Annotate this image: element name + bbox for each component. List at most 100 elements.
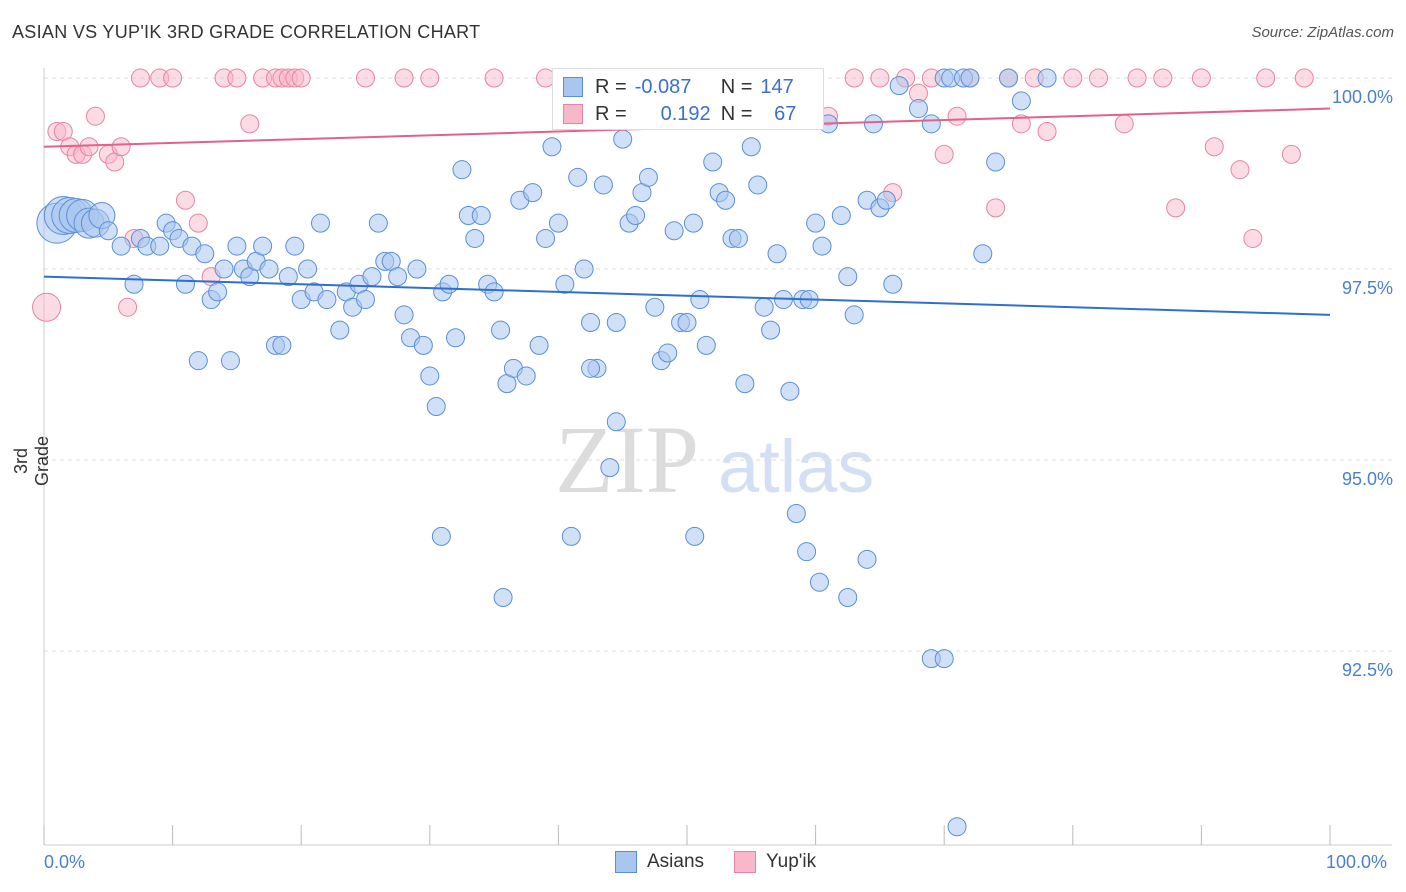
asian-point-119 (844, 305, 864, 325)
asian-point-64 (484, 282, 504, 302)
asian-point-139 (685, 526, 705, 546)
asian-point-23 (214, 259, 234, 279)
asians-legend-swatch (615, 851, 637, 873)
legend-item-asians[interactable]: Asians (615, 851, 704, 873)
asian-point-32 (272, 335, 292, 355)
yupik-legend-label: Yup'ik (766, 851, 817, 872)
asian-point-79 (581, 312, 601, 332)
asian-point-86 (626, 206, 646, 226)
y-tick-97-5: 97.5% (1341, 278, 1393, 298)
yupik-point-65 (1256, 68, 1276, 88)
asian-point-124 (883, 274, 903, 294)
watermark: ZIP atlas (555, 406, 874, 513)
asian-point-137 (431, 526, 451, 546)
yupik-point-21 (240, 114, 260, 134)
asian-point-147 (581, 358, 601, 378)
asian-point-40 (330, 320, 350, 340)
asian-point-17 (175, 274, 195, 294)
trend-lines (43, 107, 1331, 316)
asian-point-97 (696, 335, 716, 355)
asian-point-104 (741, 137, 761, 157)
yupik-point-15 (163, 68, 183, 88)
yupik-point-42 (870, 68, 890, 88)
asian-point-84 (613, 129, 633, 149)
asian-point-110 (780, 381, 800, 401)
asian-point-114 (806, 213, 826, 233)
yupik-point-10 (111, 137, 131, 157)
asian-point-136 (1037, 68, 1057, 88)
asian-point-65 (491, 320, 511, 340)
asian-point-125 (889, 76, 909, 96)
yupik-point-20 (227, 68, 247, 88)
asian-point-92 (664, 221, 684, 241)
asian-point-33 (278, 267, 298, 287)
yupik-point-29 (394, 68, 414, 88)
asian-trend-line (43, 275, 1331, 316)
yupik-point-59 (1153, 68, 1173, 88)
asian-point-98 (703, 152, 723, 172)
asian-point-82 (600, 458, 620, 478)
legend-item-yupik[interactable]: Yup'ik (734, 851, 816, 873)
asian-point-96 (690, 290, 710, 310)
asian-point-135 (1011, 91, 1031, 111)
y-tick-95: 95.0% (1341, 469, 1393, 489)
axes (43, 68, 1392, 846)
yupik-point-60 (1166, 198, 1186, 218)
asian-point-57 (439, 274, 459, 294)
yupik-point-41 (844, 68, 864, 88)
asian-point-146 (947, 817, 967, 837)
asian-point-30 (259, 259, 279, 279)
asian-point-59 (452, 160, 472, 180)
asian-point-44 (356, 290, 375, 310)
yupik-point-57 (1114, 114, 1134, 134)
asian-point-58 (446, 328, 466, 348)
yupik-point-48 (947, 106, 967, 126)
asian-r-value: -0.087 (634, 75, 692, 98)
yupik-r-label: R = (595, 102, 627, 125)
asian-point-25 (227, 236, 247, 256)
asian-point-45 (362, 267, 382, 287)
asian-point-76 (561, 526, 581, 546)
asian-point-20 (195, 244, 215, 264)
yupik-n-label: N = (720, 102, 753, 125)
source-label: Source: ZipAtlas.com (1251, 24, 1394, 41)
yupik-point-17 (188, 213, 208, 233)
asian-point-50 (394, 305, 414, 325)
yupik-point-16 (175, 190, 195, 210)
asian-point-9 (111, 236, 131, 256)
asian-point-115 (812, 236, 832, 256)
asian-point-134 (999, 68, 1018, 88)
asian-point-103 (735, 374, 755, 394)
asian-point-29 (253, 236, 273, 256)
yupik-point-54 (1037, 121, 1057, 141)
yupik-point-27 (291, 68, 311, 88)
asian-point-100 (716, 190, 736, 210)
asian-point-74 (548, 213, 568, 233)
asian-point-38 (310, 213, 330, 233)
yupik-point-58 (1127, 68, 1147, 88)
stats-legend: R = -0.087 N = 147 R = 0.192 N = 67 (552, 68, 824, 130)
asian-point-62 (471, 206, 491, 226)
asian-point-95 (683, 213, 703, 233)
asian-point-143 (857, 549, 877, 569)
yupik-point-61 (1191, 68, 1211, 88)
asian-point-10 (124, 274, 144, 294)
x-tick-0: 0.0% (44, 852, 86, 872)
asian-r-label: R = (595, 75, 627, 98)
yupik-point-0 (32, 292, 62, 322)
asian-point-121 (863, 114, 883, 134)
asian-point-8 (98, 221, 118, 241)
asian-point-89 (645, 297, 665, 317)
yupik-point-11 (118, 297, 138, 317)
yupik-n-value: 67 (774, 102, 797, 125)
series-legend: Asians Yup'ik (615, 851, 846, 873)
asian-point-88 (638, 167, 658, 187)
legend-row-yupik: R = 0.192 N = 67 (563, 101, 796, 127)
asian-point-13 (150, 236, 170, 256)
y-tick-92-5: 92.5% (1341, 660, 1393, 680)
yupik-point-31 (484, 68, 504, 88)
asian-point-75 (555, 274, 575, 294)
yupik-point-28 (356, 68, 375, 88)
asian-point-61 (465, 228, 485, 248)
asian-point-22 (208, 282, 228, 302)
